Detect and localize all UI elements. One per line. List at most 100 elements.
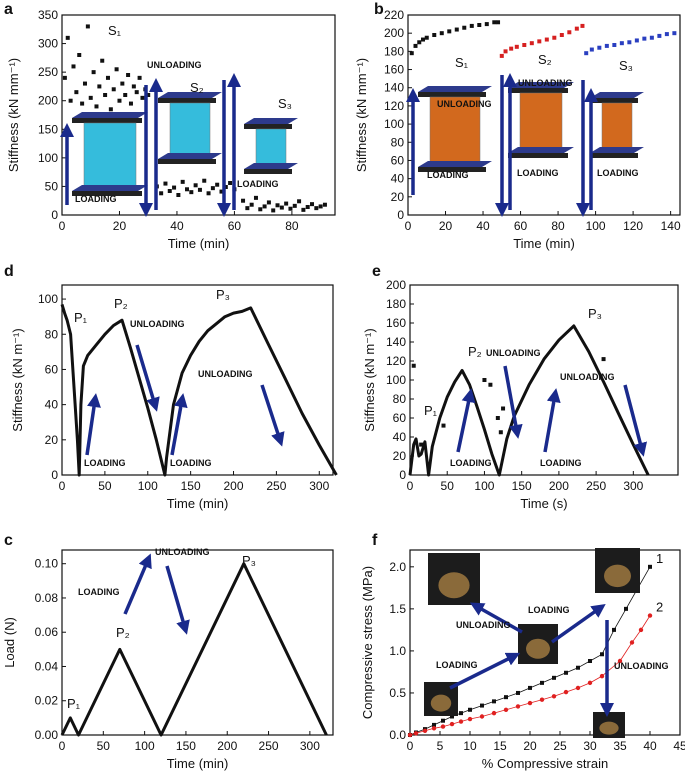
plate-edge <box>418 167 486 172</box>
data-point <box>253 195 258 200</box>
x-tick-label: 300 <box>309 479 329 493</box>
x-tick-label: 60 <box>228 219 242 233</box>
x-tick-label: 0 <box>407 739 414 753</box>
data-point <box>587 680 593 686</box>
y-tick-label: 80 <box>391 135 405 149</box>
annotation: P₃ <box>588 306 602 321</box>
x-tick-label: 150 <box>512 479 532 493</box>
x-tick-label: 300 <box>623 479 643 493</box>
annotation: LOADING <box>517 168 559 178</box>
data-point <box>103 93 108 97</box>
data-point <box>501 406 506 411</box>
data-point <box>258 207 263 212</box>
data-point <box>450 714 454 719</box>
y-tick-label: 80 <box>45 327 59 341</box>
data-point <box>94 104 99 109</box>
data-point <box>422 728 428 733</box>
data-point <box>458 719 464 724</box>
annotation: UNLOADING <box>614 661 669 671</box>
annotation: P₃ <box>242 553 256 568</box>
data-point <box>71 64 76 69</box>
data-point <box>480 703 484 708</box>
data-point <box>131 84 136 89</box>
data-point <box>202 178 207 183</box>
data-point <box>411 363 416 368</box>
data-point <box>126 73 131 77</box>
y-tick-label: 100 <box>386 373 406 387</box>
plate-edge <box>244 124 292 129</box>
data-point <box>527 700 533 706</box>
data-point <box>638 627 644 633</box>
x-tick-label: 100 <box>474 479 494 493</box>
data-point <box>629 640 635 645</box>
data-point <box>496 20 501 25</box>
data-point <box>206 191 211 196</box>
plate-edge <box>590 153 638 158</box>
data-point <box>540 680 544 685</box>
x-axis-title: Time (min) <box>167 496 229 511</box>
data-point <box>74 90 79 95</box>
annotation: S₂ <box>538 52 552 67</box>
y-tick-label: 0 <box>51 468 58 482</box>
annotation: P₂ <box>114 296 128 311</box>
process-arrow <box>543 388 561 453</box>
data-point <box>120 81 125 86</box>
data-point <box>176 193 181 197</box>
x-tick-label: 40 <box>643 739 657 753</box>
y-axis-title: Load (N) <box>2 617 17 668</box>
data-point <box>322 202 327 207</box>
y-tick-label: 0.00 <box>35 728 59 742</box>
data-point <box>249 202 254 207</box>
y-tick-label: 140 <box>386 335 406 349</box>
data-point <box>469 23 474 28</box>
annotation: S₁ <box>108 23 122 38</box>
data-point <box>597 45 602 50</box>
data-point <box>551 694 557 699</box>
data-point <box>498 430 503 435</box>
y-tick-label: 0 <box>51 208 58 222</box>
data-point <box>552 675 556 680</box>
data-point <box>409 51 414 56</box>
data-point <box>210 186 215 191</box>
x-tick-label: 0 <box>405 219 412 233</box>
data-point <box>97 84 102 89</box>
plate-edge <box>508 153 568 158</box>
y-tick-label: 0 <box>399 468 406 482</box>
y-tick-label: 0.0 <box>389 728 406 742</box>
x-axis-title: % Compressive strain <box>482 756 608 771</box>
annotation: UNLOADING <box>147 60 202 70</box>
data-point <box>245 206 250 211</box>
data-point <box>421 37 426 42</box>
annotation: P₂ <box>116 625 130 640</box>
y-tick-label: 20 <box>391 190 405 204</box>
x-tick-label: 45 <box>673 739 685 753</box>
panel: c 0 50 100 150 200 250 300 0.00 0.02 0.04 0.06 0.08 0… <box>2 532 334 771</box>
data-point <box>432 33 437 37</box>
x-tick-label: 0 <box>407 479 414 493</box>
y-tick-label: 50 <box>45 179 59 193</box>
data-point <box>503 49 508 54</box>
data-point <box>657 33 662 38</box>
plate-edge <box>590 98 638 103</box>
x-tick-label: 15 <box>493 739 507 753</box>
data-point <box>134 90 139 95</box>
y-tick-label: 0.08 <box>35 591 59 605</box>
plate <box>590 147 644 153</box>
data-point <box>604 43 609 48</box>
process-arrow <box>170 393 188 456</box>
annotation: UNLOADING <box>198 369 253 379</box>
plate-edge <box>72 118 142 123</box>
panel: a 0 20 40 60 80 0 50 100 150 200 250 300 350 Time (min… <box>4 1 336 251</box>
data-point <box>468 707 472 712</box>
data-point <box>454 27 459 32</box>
y-tick-label: 0.5 <box>389 686 406 700</box>
cylinder <box>255 128 287 170</box>
y-tick-label: 0 <box>397 208 404 222</box>
plate <box>158 92 222 98</box>
plate <box>418 86 492 92</box>
data-point <box>417 40 422 45</box>
x-tick-label: 140 <box>661 219 681 233</box>
data-point <box>492 699 496 704</box>
data-point <box>647 613 653 618</box>
y-tick-label: 60 <box>391 153 405 167</box>
